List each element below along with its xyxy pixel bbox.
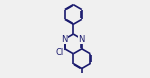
Text: N: N: [79, 34, 85, 44]
Text: N: N: [62, 34, 68, 44]
Text: Cl: Cl: [55, 48, 63, 57]
